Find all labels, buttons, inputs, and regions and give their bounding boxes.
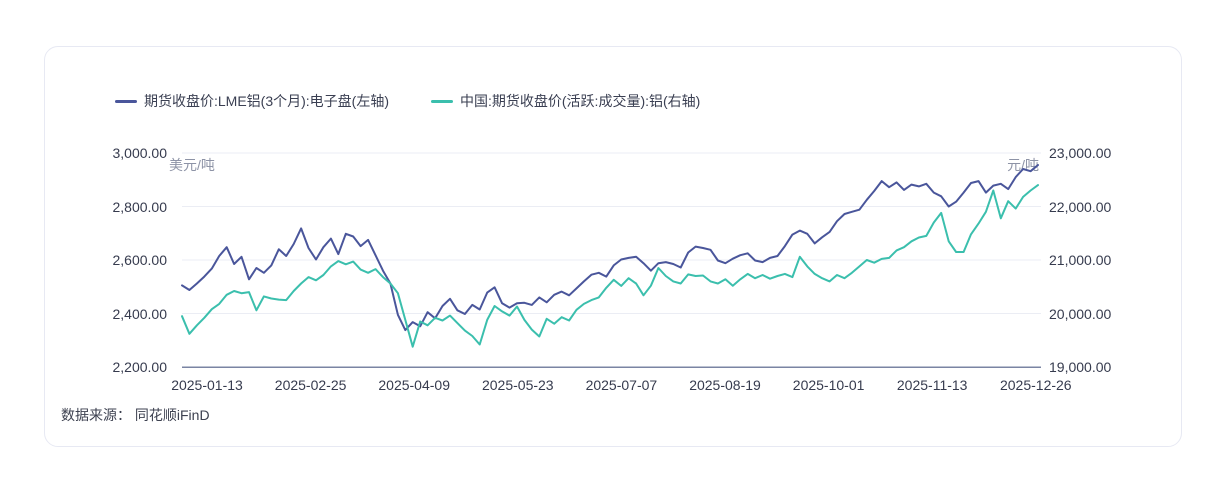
y-tick-right: 20,000.00 xyxy=(1049,305,1112,322)
legend-item-lme[interactable]: 期货收盘价:LME铝(3个月):电子盘(左轴) xyxy=(115,91,389,111)
chart-card: 期货收盘价:LME铝(3个月):电子盘(左轴) 中国:期货收盘价(活跃:成交量)… xyxy=(44,46,1182,447)
x-tick-label: 2025-02-25 xyxy=(274,377,347,393)
legend: 期货收盘价:LME铝(3个月):电子盘(左轴) 中国:期货收盘价(活跃:成交量)… xyxy=(115,91,700,111)
x-tick-label: 2025-07-07 xyxy=(585,377,658,393)
legend-label-shfe: 中国:期货收盘价(活跃:成交量):铝(右轴) xyxy=(460,93,701,109)
x-tick-label: 2025-11-13 xyxy=(896,377,968,393)
x-tick-label: 2025-10-01 xyxy=(792,377,865,393)
plot-svg xyxy=(181,152,1041,368)
y-tick-left: 2,400.00 xyxy=(112,305,168,322)
y-tick-right: 23,000.00 xyxy=(1049,145,1112,161)
x-tick-label: 2025-05-23 xyxy=(481,377,554,393)
plot-area xyxy=(181,152,1041,368)
x-tick-label: 2025-04-09 xyxy=(378,377,450,393)
series-line-lme xyxy=(181,164,1039,332)
y-tick-right: 21,000.00 xyxy=(1049,252,1112,268)
y-tick-right: 22,000.00 xyxy=(1049,198,1112,215)
right-axis-unit: 元/吨 xyxy=(1007,157,1039,173)
legend-line-icon-shfe xyxy=(431,99,453,103)
legend-item-shfe[interactable]: 中国:期货收盘价(活跃:成交量):铝(右轴) xyxy=(431,91,700,111)
left-axis-unit: 美元/吨 xyxy=(169,157,215,173)
y-tick-left: 2,800.00 xyxy=(112,198,168,215)
series-line-shfe xyxy=(181,184,1039,348)
y-tick-right: 19,000.00 xyxy=(1049,359,1112,375)
legend-line-icon-lme xyxy=(115,99,137,103)
data-source: 数据来源： 同花顺iFinD xyxy=(61,407,210,423)
x-tick-label: 2025-08-19 xyxy=(689,377,761,393)
y-tick-left: 2,200.00 xyxy=(112,359,168,375)
x-tick-label: 2025-12-26 xyxy=(999,377,1072,393)
y-tick-left: 3,000.00 xyxy=(112,145,168,161)
y-tick-left: 2,600.00 xyxy=(112,252,168,268)
x-tick-label: 2025-01-13 xyxy=(171,377,243,393)
legend-label-lme: 期货收盘价:LME铝(3个月):电子盘(左轴) xyxy=(144,93,389,109)
